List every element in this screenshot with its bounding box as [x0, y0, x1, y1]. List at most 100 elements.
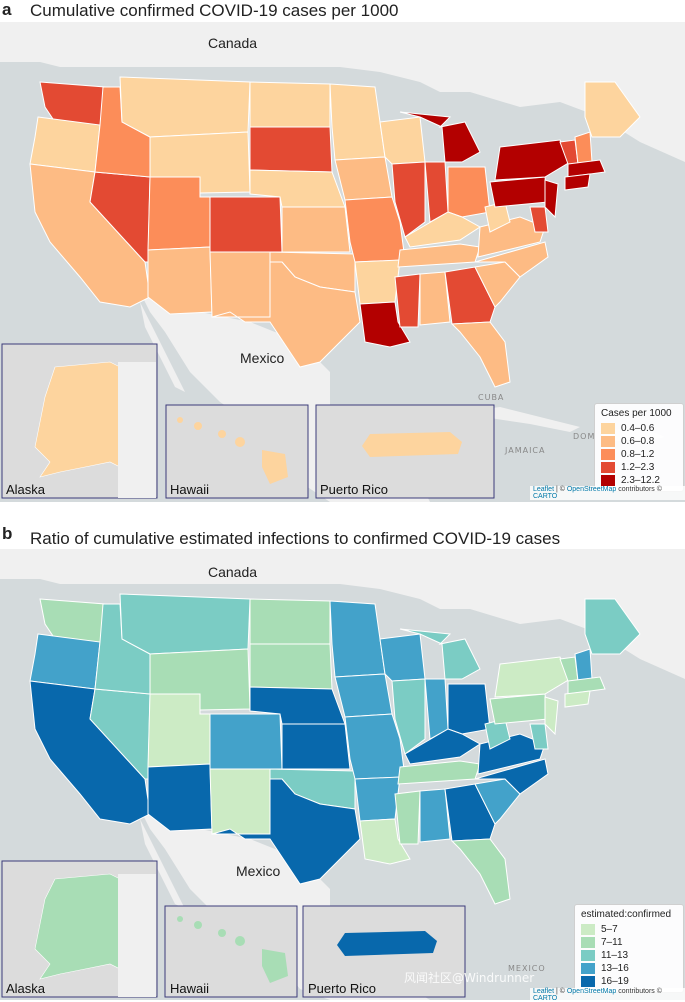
label-mexico-b: Mexico [236, 863, 281, 879]
state-nm-b [209, 768, 271, 835]
legend-label: 7–11 [601, 936, 623, 948]
state-ks-a [281, 206, 351, 253]
state-md-a [529, 206, 549, 233]
legend-swatch [601, 448, 615, 460]
state-il-b [391, 678, 426, 755]
state-az-a [147, 246, 213, 315]
state-mi-a [399, 111, 481, 163]
state-il-a [391, 161, 426, 238]
label-mexico-small-b: MEXICO [508, 964, 546, 973]
legend-label: 1.2–2.3 [621, 461, 655, 473]
inset-label-pr-a: Puerto Rico [320, 482, 388, 497]
inset-label-pr-b: Puerto Rico [308, 981, 376, 996]
state-mi-b [399, 628, 481, 680]
state-ma-b [567, 676, 606, 695]
state-wi-b [379, 633, 426, 682]
state-sc-a [474, 261, 521, 308]
state-tn-a [397, 243, 481, 268]
inset-hawaii-a [165, 404, 309, 499]
state-co-b [209, 713, 283, 770]
state-nh-b [574, 648, 593, 682]
legend-b-row: 5–7 [581, 923, 677, 935]
state-sc-b [474, 778, 521, 825]
legend-label: 0.6–0.8 [621, 435, 655, 447]
legend-b-row: 13–16 [581, 962, 677, 974]
osm-link[interactable]: OpenStreetMap [566, 988, 617, 995]
state-ct-a [564, 173, 591, 191]
panel-b: b Ratio of cumulative estimated infectio… [0, 524, 685, 1002]
state-nd-a [249, 81, 331, 128]
panel-a-letter: a [2, 0, 12, 19]
label-canada-b: Canada [208, 564, 258, 580]
label-jamaica-a: JAMAICA [505, 446, 546, 455]
state-fl-a [450, 321, 511, 388]
canada-land-a [0, 22, 685, 162]
legend-a-title: Cases per 1000 [601, 408, 672, 419]
leaflet-link[interactable]: Leaflet [533, 486, 555, 493]
state-ar-a [354, 259, 401, 305]
state-nj-b [544, 696, 559, 736]
attrib-text: | © [554, 988, 567, 995]
state-al-a [419, 271, 451, 326]
state-ks-b [281, 723, 351, 770]
attrib-text: contributors © [616, 486, 662, 493]
legend-label: 13–16 [601, 962, 629, 974]
state-al-b [419, 788, 451, 843]
state-or-b [29, 633, 101, 690]
legend-swatch [581, 975, 595, 987]
panel-a-title: Cumulative confirmed COVID-19 cases per … [30, 1, 399, 20]
legend-swatch [601, 422, 615, 434]
state-tn-b [397, 760, 481, 785]
state-md-b [529, 723, 549, 750]
legend-b-row: 7–11 [581, 936, 677, 948]
legend-b-row: 11–13 [581, 949, 677, 961]
legend-swatch [601, 474, 615, 486]
legend-swatch [581, 923, 595, 935]
state-ga-b [444, 783, 496, 842]
lake-superior-a [395, 92, 455, 110]
state-tx-b [211, 778, 361, 885]
canada-land-b [0, 549, 685, 679]
label-cuba-a: CUBA [478, 393, 505, 402]
legend-swatch [601, 435, 615, 447]
state-la-a [359, 301, 411, 348]
panel-b-title: Ratio of cumulative estimated infections… [30, 529, 561, 548]
attrib-text: | © [554, 486, 567, 493]
carto-link[interactable]: CARTO [533, 995, 558, 1002]
legend-swatch [581, 936, 595, 948]
legend-a-row: 0.4–0.6 [601, 422, 677, 434]
legend-a-row: 0.8–1.2 [601, 448, 677, 460]
state-sd-a [249, 126, 333, 173]
legend-swatch [581, 962, 595, 974]
leaflet-link[interactable]: Leaflet [533, 988, 555, 995]
state-ar-b [354, 776, 401, 822]
map-a[interactable] [0, 22, 685, 502]
state-nm-a [209, 251, 271, 318]
legend-label: 0.8–1.2 [621, 448, 655, 460]
legend-label: 11–13 [601, 949, 629, 961]
label-dom-a: DOM [573, 432, 596, 441]
inset-label-hawaii-a: Hawaii [170, 482, 210, 497]
legend-swatch [581, 949, 595, 961]
attrib-text: contributors © [616, 988, 662, 995]
state-mt-b [119, 593, 251, 655]
state-me-a [584, 81, 641, 138]
legend-label: 0.4–0.6 [621, 422, 655, 434]
state-ma-a [567, 159, 606, 178]
legend-a-row: 2.3–12.2 [601, 474, 677, 486]
state-wi-a [379, 116, 426, 165]
state-fl-b [450, 838, 511, 905]
legend-b-row: 16–19 [581, 975, 677, 987]
carto-link[interactable]: CARTO [533, 493, 558, 500]
state-mt-a [119, 76, 251, 138]
legend-a-row: 0.6–0.8 [601, 435, 677, 447]
state-ms-b [394, 790, 421, 845]
state-co-a [209, 196, 283, 253]
map-b[interactable] [0, 549, 685, 1000]
state-nj-a [544, 179, 559, 219]
state-nd-b [249, 598, 331, 645]
osm-link[interactable]: OpenStreetMap [566, 486, 617, 493]
label-mexico-a: Mexico [240, 350, 285, 366]
state-ia-a [334, 156, 393, 201]
panel-a: a Cumulative confirmed COVID-19 cases pe… [0, 0, 685, 502]
